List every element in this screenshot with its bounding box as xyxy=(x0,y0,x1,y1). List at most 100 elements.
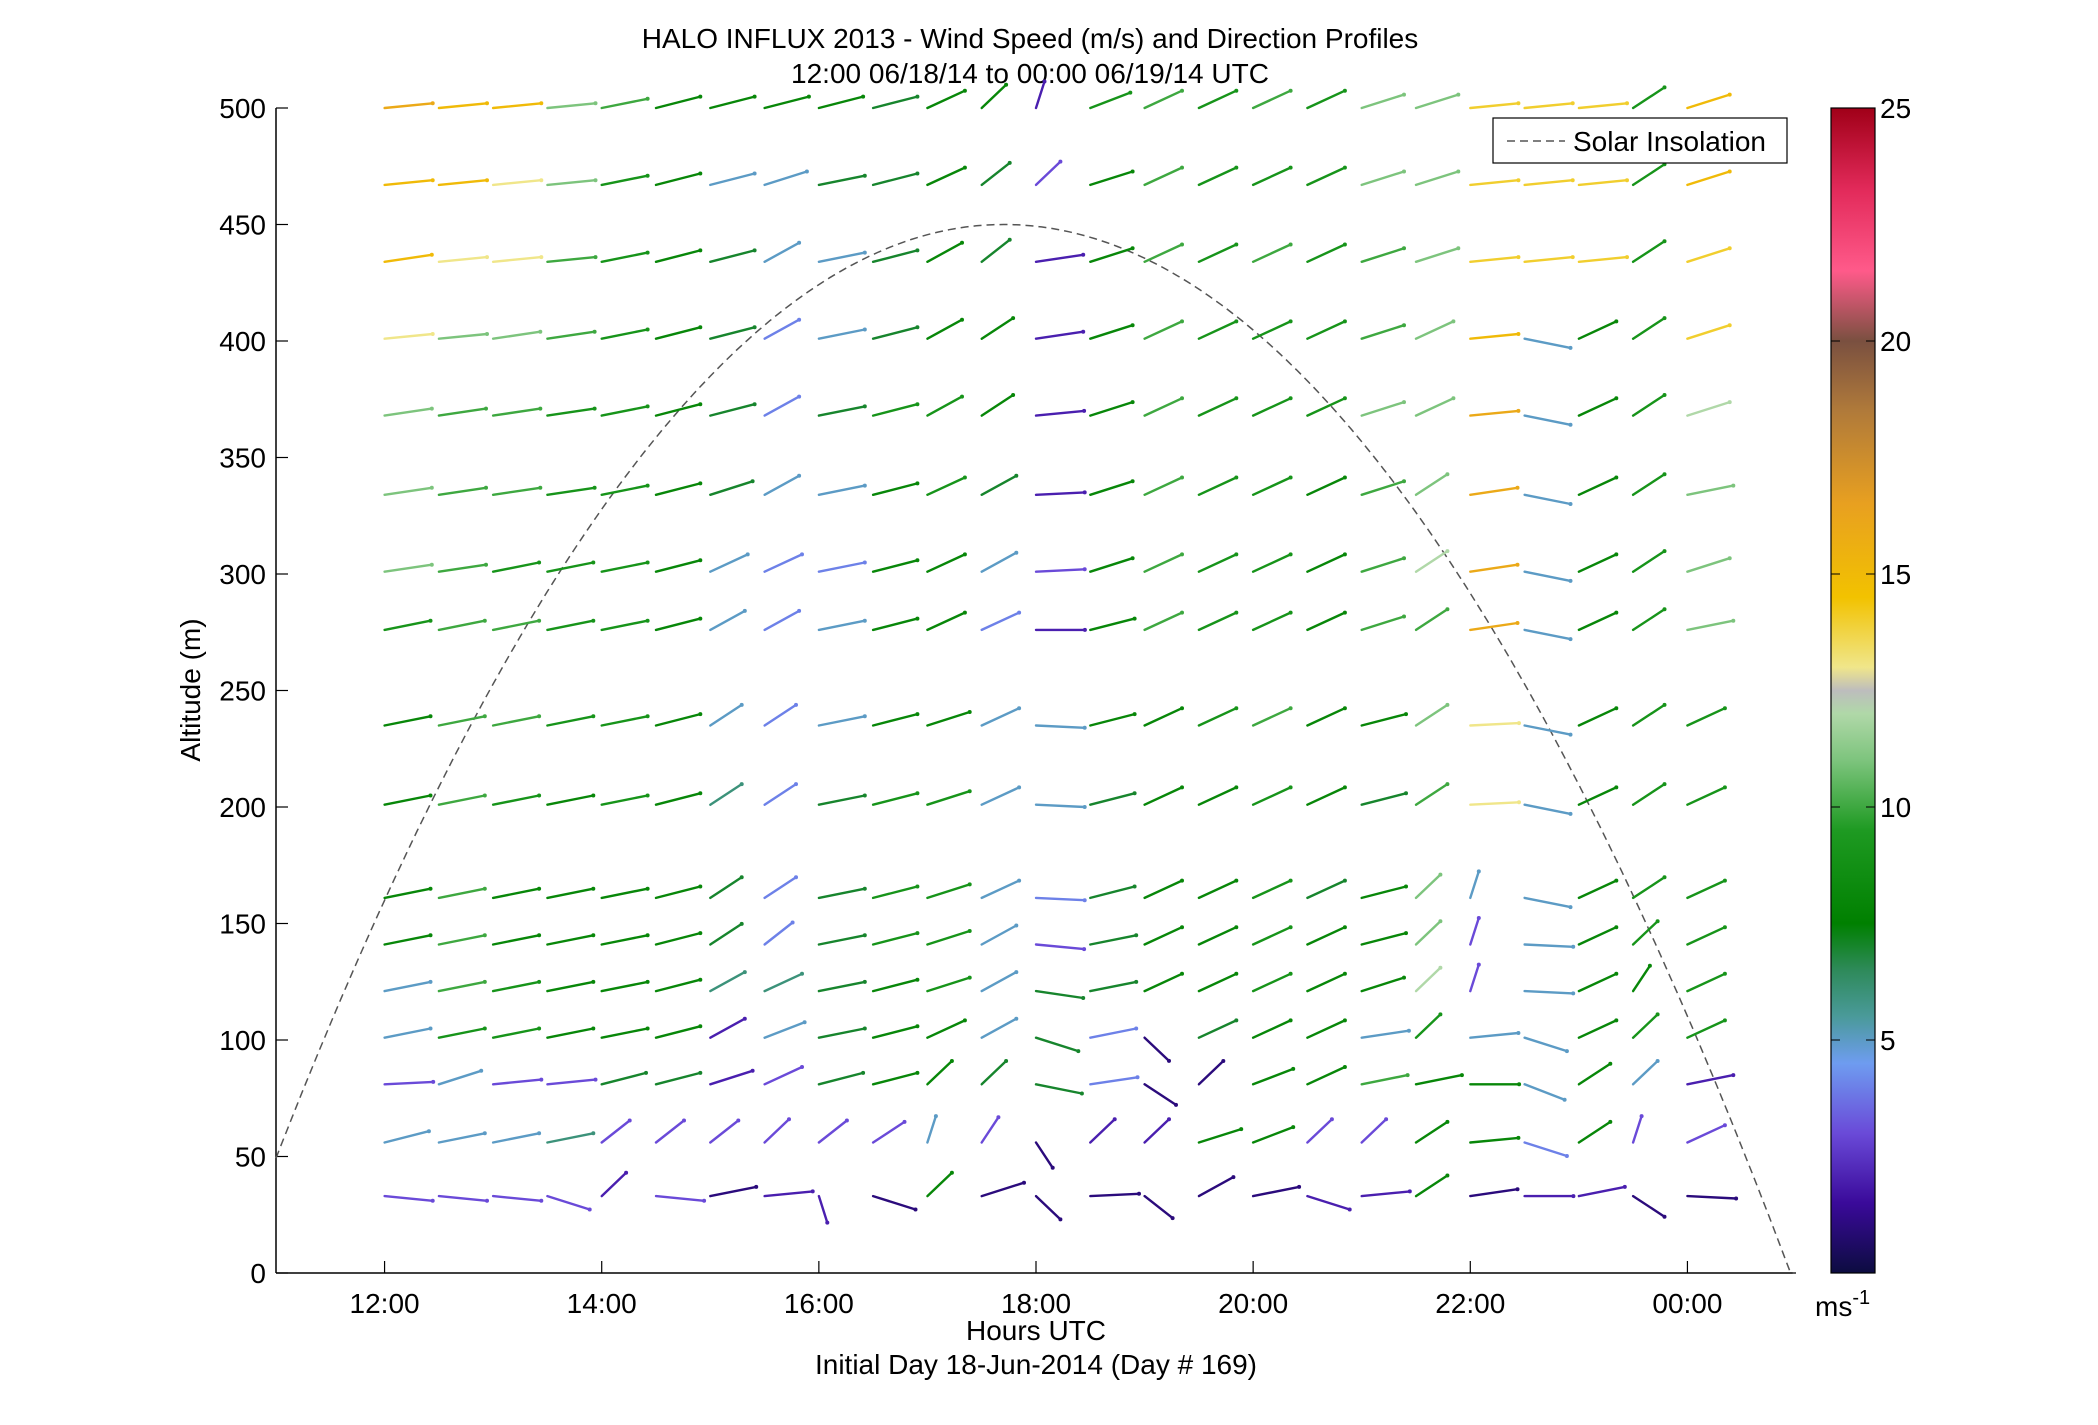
wind-vector xyxy=(980,879,1021,900)
wind-vector-head xyxy=(1342,925,1347,930)
wind-vector xyxy=(980,1181,1026,1198)
y-axis-ticks: 0 50 100 150 200 250 300 350 400 450 500 xyxy=(219,93,288,1289)
wind-vector-head xyxy=(862,483,867,488)
wind-vector-head xyxy=(1570,101,1575,106)
legend-label-solar: Solar Insolation xyxy=(1573,126,1766,157)
wind-vector-head xyxy=(794,782,798,787)
wind-vector xyxy=(926,318,964,340)
wind-vector xyxy=(383,1194,434,1203)
wind-vector-head xyxy=(1722,1018,1727,1023)
wind-vector-head xyxy=(862,618,867,623)
wind-vector-head xyxy=(1407,1189,1412,1194)
wind-vector-head xyxy=(429,562,434,567)
wind-vector xyxy=(709,553,749,573)
wind-vector xyxy=(1631,920,1659,946)
wind-vector xyxy=(1143,611,1184,632)
wind-vector xyxy=(1414,247,1460,263)
wind-vector-head xyxy=(862,979,867,984)
wind-vector-head xyxy=(537,793,542,798)
wind-vector xyxy=(1414,966,1442,993)
wind-vector xyxy=(763,241,801,263)
wind-vector xyxy=(437,887,486,900)
wind-vector xyxy=(980,393,1015,417)
wind-vector xyxy=(1414,473,1449,496)
wind-vector xyxy=(1686,972,1727,993)
wind-vector xyxy=(546,887,595,900)
wind-vector xyxy=(709,1185,758,1198)
wind-vector-head xyxy=(1402,323,1406,328)
wind-vector-head xyxy=(698,558,703,563)
wind-vector-head xyxy=(790,920,795,925)
wind-vector-head xyxy=(1727,92,1732,97)
wind-vector-head xyxy=(1625,101,1629,106)
wind-vector-head xyxy=(800,552,804,557)
wind-vector-head xyxy=(1516,408,1521,413)
wind-vector xyxy=(546,178,597,187)
wind-vector-head xyxy=(645,173,650,178)
wind-vector-head xyxy=(645,886,650,891)
y-tick-label: 350 xyxy=(219,443,266,474)
wind-vector-head xyxy=(1076,1049,1081,1054)
wind-vector-head xyxy=(1731,483,1736,488)
wind-vector-head xyxy=(1042,79,1047,84)
wind-vector xyxy=(1251,166,1292,187)
wind-vector xyxy=(1143,476,1184,496)
wind-vector-head xyxy=(862,793,867,798)
wind-vector xyxy=(1631,163,1666,187)
wind-vector xyxy=(654,95,702,110)
wind-vector-head xyxy=(862,886,867,891)
wind-vector-head xyxy=(1655,1012,1660,1017)
wind-vector-head xyxy=(1515,621,1520,625)
wind-vector xyxy=(1251,476,1292,496)
wind-vector xyxy=(1197,1019,1238,1039)
wind-vector-head xyxy=(482,979,487,984)
wind-vector xyxy=(1577,1120,1612,1144)
wind-vector-head xyxy=(1727,323,1732,328)
wind-vector-head xyxy=(1288,475,1293,480)
wind-vector xyxy=(1306,166,1347,187)
wind-vector xyxy=(383,619,432,632)
wind-vector-head xyxy=(1568,905,1573,910)
wind-vector xyxy=(763,95,811,110)
wind-vector-head xyxy=(1342,878,1347,883)
wind-vector xyxy=(817,934,866,946)
wind-vector xyxy=(383,332,434,340)
wind-vector xyxy=(546,255,597,263)
wind-vector xyxy=(1197,611,1238,632)
wind-vector-head xyxy=(1082,725,1087,730)
wind-vector-head xyxy=(702,1198,707,1203)
wind-vector xyxy=(1577,102,1629,110)
wind-vector xyxy=(1414,549,1449,573)
wind-vector-head xyxy=(1734,1196,1739,1201)
wind-vector xyxy=(1469,178,1520,187)
wind-vector xyxy=(1577,320,1618,340)
wind-vector-head xyxy=(1731,1073,1736,1078)
wind-vector-head xyxy=(736,1118,741,1123)
wind-vector-head xyxy=(1234,88,1239,93)
wind-vector xyxy=(1089,557,1134,573)
wind-vector-head xyxy=(1662,875,1667,880)
wind-vector-head xyxy=(1516,178,1521,183)
wind-vector-head xyxy=(1517,1082,1522,1087)
wind-vector-head xyxy=(1402,92,1406,97)
wind-vector xyxy=(980,1059,1008,1086)
wind-vector xyxy=(600,1071,648,1086)
wind-vector xyxy=(1523,414,1572,426)
wind-vector-head xyxy=(752,94,757,99)
wind-vector-head xyxy=(1014,970,1019,975)
wind-vector-head xyxy=(1180,396,1184,401)
wind-vector xyxy=(926,883,971,900)
wind-vector-head xyxy=(1221,1059,1226,1063)
wind-vector xyxy=(1414,93,1460,110)
wind-vector xyxy=(980,238,1011,263)
wind-vector xyxy=(1089,91,1132,110)
wind-vector-head xyxy=(967,882,972,887)
wind-vector xyxy=(1089,885,1136,900)
wind-vector-head xyxy=(1342,552,1347,557)
wind-vector xyxy=(1523,1036,1569,1053)
wind-vector xyxy=(491,715,541,727)
wind-vector-head xyxy=(1014,1016,1019,1021)
wind-vector xyxy=(383,1129,431,1144)
wind-vector xyxy=(1631,964,1652,993)
wind-vector xyxy=(926,1171,954,1198)
